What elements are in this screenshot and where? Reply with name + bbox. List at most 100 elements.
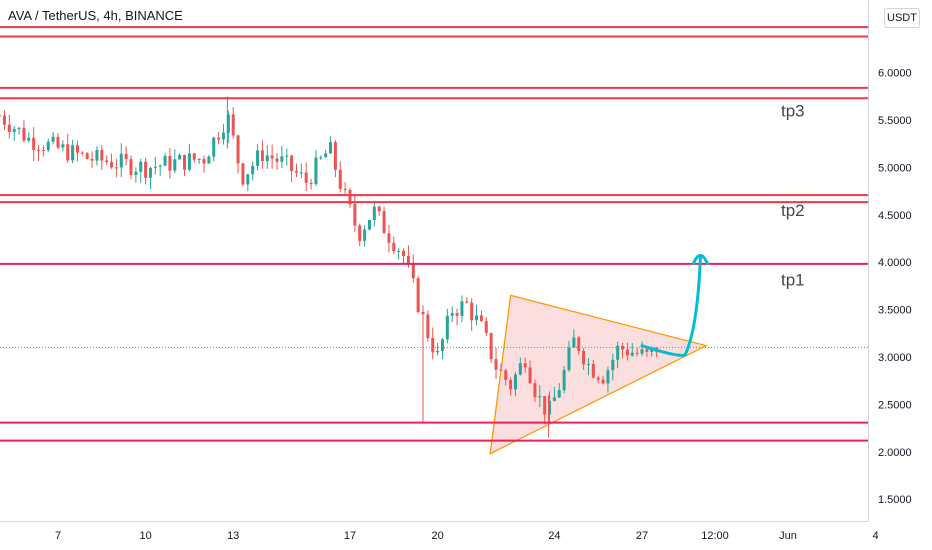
candle-body bbox=[183, 155, 187, 170]
candle-body bbox=[353, 204, 357, 226]
candle-body bbox=[46, 141, 50, 151]
y-tick-label: 1.5000 bbox=[878, 494, 912, 506]
candle-body bbox=[236, 135, 240, 164]
candle-body bbox=[187, 153, 191, 170]
candle-body bbox=[7, 124, 11, 132]
candle-body bbox=[105, 160, 109, 163]
candle-body bbox=[71, 145, 75, 161]
candle-body bbox=[265, 155, 269, 162]
candle-body bbox=[494, 359, 498, 370]
candle-body bbox=[192, 153, 196, 160]
x-tick-label: 10 bbox=[139, 530, 151, 542]
y-tick-label: 6.0000 bbox=[878, 68, 912, 80]
candle-body bbox=[231, 114, 235, 136]
y-tick-label: 5.5000 bbox=[878, 115, 912, 127]
candle-body bbox=[119, 153, 123, 168]
candles bbox=[0, 96, 659, 438]
candle-body bbox=[85, 153, 89, 159]
candle-body bbox=[450, 313, 454, 316]
candle-body bbox=[173, 159, 177, 171]
candle-body bbox=[402, 250, 406, 257]
x-tick-label: 24 bbox=[548, 530, 560, 542]
candle-body bbox=[333, 142, 337, 170]
candle-body bbox=[504, 370, 508, 380]
candle-body bbox=[416, 278, 420, 312]
candle-body bbox=[440, 339, 444, 351]
candle-body bbox=[80, 152, 84, 154]
triangle-drawing[interactable] bbox=[489, 294, 709, 455]
candle-body bbox=[645, 349, 649, 352]
time-axis[interactable]: 7 10 13 17 20 24 27 12:00 Jun 4 bbox=[0, 521, 879, 543]
candle-body bbox=[538, 396, 542, 398]
projection-arrow[interactable] bbox=[640, 254, 709, 357]
candle-body bbox=[484, 321, 488, 334]
candle-body bbox=[95, 150, 99, 161]
candle-body bbox=[290, 155, 294, 172]
candle-body bbox=[217, 137, 221, 140]
price-axis-bg bbox=[868, 0, 932, 550]
candle-body bbox=[280, 156, 284, 162]
chart-title: AVA / TetherUS, 4h, BINANCE bbox=[8, 8, 183, 23]
candle-body bbox=[202, 158, 206, 164]
candle-body bbox=[158, 165, 162, 167]
candle-body bbox=[2, 115, 6, 125]
currency-badge[interactable]: USDT bbox=[884, 8, 920, 28]
candle-body bbox=[0, 115, 2, 117]
candle-body bbox=[319, 157, 323, 159]
candle-body bbox=[509, 379, 513, 390]
candle-body bbox=[406, 256, 410, 264]
candle-body bbox=[601, 379, 605, 384]
candle-body bbox=[61, 144, 65, 148]
candle-body bbox=[557, 390, 561, 398]
candle-body bbox=[465, 301, 469, 303]
candle-body bbox=[489, 333, 493, 360]
tp-label: tp3 bbox=[781, 102, 805, 121]
candle-body bbox=[153, 166, 157, 168]
candle-body bbox=[110, 162, 114, 168]
candle-body bbox=[358, 225, 362, 241]
x-tick-label: 20 bbox=[431, 530, 443, 542]
candle-body bbox=[470, 302, 474, 321]
candle-body bbox=[363, 229, 367, 241]
tp-label: tp2 bbox=[781, 201, 805, 220]
candle-body bbox=[100, 150, 104, 161]
candle-body bbox=[523, 363, 527, 368]
y-tick-label: 2.0000 bbox=[878, 447, 912, 459]
arrow-head-icon bbox=[691, 254, 709, 265]
candle-body bbox=[572, 337, 576, 348]
candle-body bbox=[392, 242, 396, 252]
price-axis[interactable]: 1.5000 2.0000 2.5000 3.0000 3.5000 4.0000 4.50… bbox=[868, 0, 932, 550]
candle-body bbox=[22, 127, 26, 141]
x-tick-label: Jun bbox=[779, 530, 797, 542]
candle-body bbox=[221, 132, 225, 140]
candle-body bbox=[17, 127, 21, 130]
candle-body bbox=[635, 352, 639, 354]
y-tick-label: 4.0000 bbox=[878, 257, 912, 269]
candle-body bbox=[51, 136, 55, 142]
candle-body bbox=[275, 158, 279, 162]
triangle-pattern[interactable] bbox=[489, 294, 709, 455]
candle-body bbox=[616, 345, 620, 360]
candle-body bbox=[411, 263, 415, 279]
candle-body bbox=[148, 167, 152, 178]
x-tick-label: 12:00 bbox=[701, 530, 729, 542]
candle-body bbox=[499, 369, 503, 371]
horizontal-levels[interactable]: 6.38165.83995.72924.70814.63413.98312.30… bbox=[0, 26, 931, 449]
candle-body bbox=[251, 165, 255, 175]
candle-body bbox=[324, 153, 328, 158]
x-tick-label: 17 bbox=[344, 530, 356, 542]
candle-body bbox=[455, 313, 459, 316]
candle-body bbox=[426, 314, 430, 339]
candle-body bbox=[431, 338, 435, 353]
candle-body bbox=[260, 150, 264, 162]
candle-body bbox=[630, 352, 634, 356]
candle-body bbox=[207, 156, 211, 164]
candle-body bbox=[436, 350, 440, 353]
candle-body bbox=[518, 363, 522, 375]
candle-body bbox=[329, 142, 333, 154]
candle-body bbox=[124, 153, 128, 160]
candle-body bbox=[528, 367, 532, 384]
candle-body bbox=[41, 150, 45, 152]
projection-arrow-path[interactable] bbox=[640, 256, 702, 357]
